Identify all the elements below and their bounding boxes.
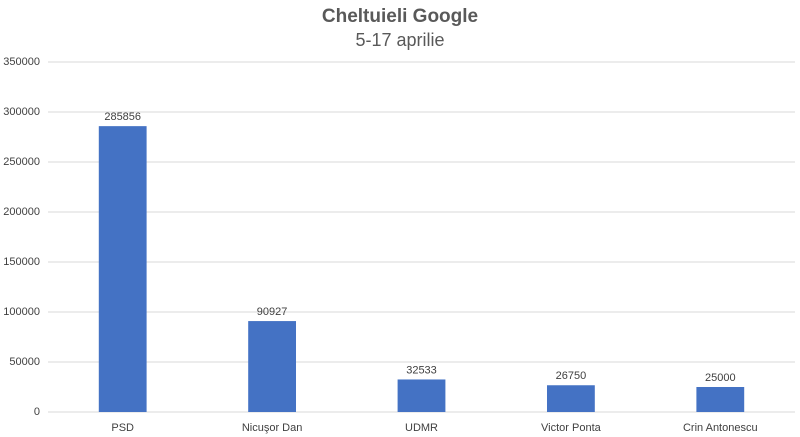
x-tick-label: Nicuşor Dan xyxy=(242,422,303,434)
bar xyxy=(397,379,446,412)
y-tick-label: 0 xyxy=(34,406,40,418)
data-label: 90927 xyxy=(257,306,288,318)
x-tick-label: PSD xyxy=(111,422,134,434)
bar xyxy=(546,385,595,412)
x-tick-label: Victor Ponta xyxy=(541,422,602,434)
bar xyxy=(98,126,147,413)
data-label: 26750 xyxy=(556,370,587,382)
data-label: 32533 xyxy=(406,364,437,376)
y-tick-label: 350000 xyxy=(3,56,40,68)
x-tick-label: Crin Antonescu xyxy=(683,422,758,434)
x-tick-label: UDMR xyxy=(405,422,438,434)
chart-title: Cheltuieli Google xyxy=(322,6,478,27)
data-label: 285856 xyxy=(104,111,141,123)
y-tick-label: 150000 xyxy=(3,256,40,268)
chart-subtitle: 5-17 aprilie xyxy=(355,30,444,50)
y-tick-label: 300000 xyxy=(3,106,40,118)
y-tick-label: 250000 xyxy=(3,156,40,168)
bar xyxy=(696,387,745,412)
bar xyxy=(248,321,297,412)
y-tick-label: 50000 xyxy=(9,356,40,368)
y-tick-label: 100000 xyxy=(3,306,40,318)
data-label: 25000 xyxy=(705,372,736,384)
y-tick-label: 200000 xyxy=(3,206,40,218)
